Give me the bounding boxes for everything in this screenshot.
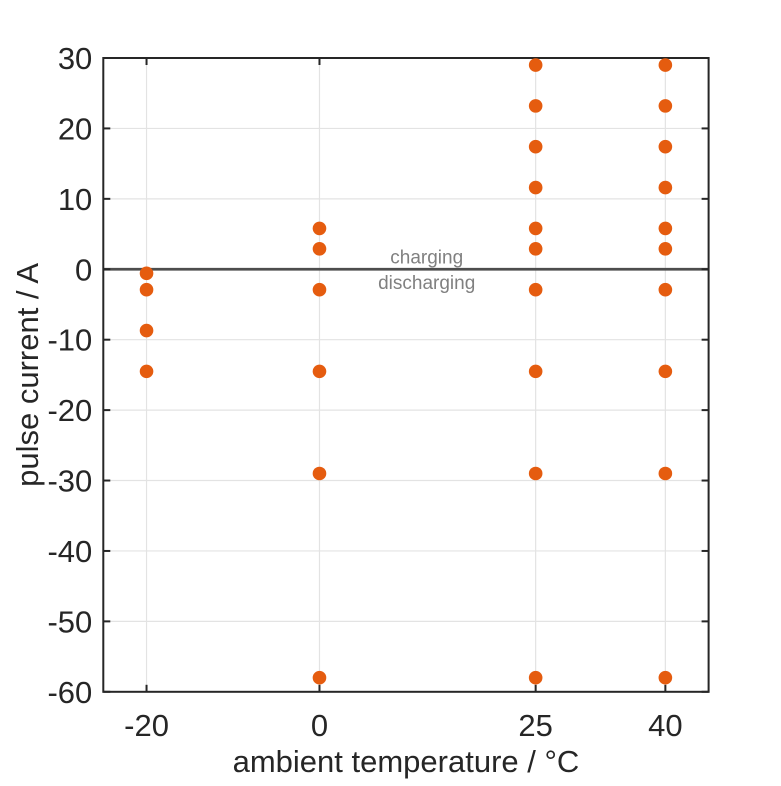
data-point — [312, 242, 327, 256]
data-point — [139, 282, 154, 297]
data-point — [658, 139, 673, 154]
y-tick-label: 0 — [75, 252, 92, 287]
data-point — [139, 364, 154, 379]
data-point — [312, 364, 327, 379]
y-tick-label: -20 — [47, 393, 92, 428]
y-tick-label: 20 — [58, 111, 92, 146]
data-point — [528, 242, 543, 256]
discharging-annotation: discharging — [378, 273, 475, 294]
y-tick-label: -60 — [47, 675, 92, 710]
data-point — [528, 221, 543, 236]
data-point — [658, 180, 673, 195]
x-axis-label: ambient temperature / °C — [233, 744, 580, 779]
data-point — [658, 221, 673, 236]
data-point — [312, 221, 327, 236]
data-point — [528, 282, 543, 297]
data-point — [658, 242, 673, 256]
data-point — [528, 364, 543, 379]
data-point — [658, 670, 673, 685]
x-tick-label: -20 — [124, 708, 169, 743]
data-point — [658, 282, 673, 297]
data-point — [139, 323, 154, 338]
data-point — [312, 282, 327, 297]
y-axis-label: pulse current / A — [10, 263, 45, 487]
data-point — [528, 466, 543, 481]
axes-border — [102, 57, 710, 693]
data-point — [528, 99, 543, 113]
data-point — [312, 466, 327, 481]
y-tick-label: -40 — [47, 534, 92, 569]
data-point — [139, 266, 154, 281]
y-tick-label: -50 — [47, 604, 92, 639]
x-tick-label: 0 — [311, 708, 328, 743]
y-tick-label: 10 — [58, 182, 92, 217]
data-point — [528, 670, 543, 685]
y-tick-label: 30 — [58, 41, 92, 76]
charging-annotation: charging — [390, 247, 463, 268]
data-point — [658, 99, 673, 113]
x-tick-label: 25 — [518, 708, 552, 743]
data-point — [658, 466, 673, 481]
x-tick-label: 40 — [648, 708, 682, 743]
data-point — [312, 670, 327, 685]
y-tick-label: -10 — [47, 323, 92, 358]
data-point — [658, 364, 673, 379]
data-point — [528, 58, 543, 72]
data-point — [528, 139, 543, 154]
data-point — [528, 180, 543, 195]
data-point — [658, 58, 673, 72]
y-tick-label: -30 — [47, 464, 92, 499]
